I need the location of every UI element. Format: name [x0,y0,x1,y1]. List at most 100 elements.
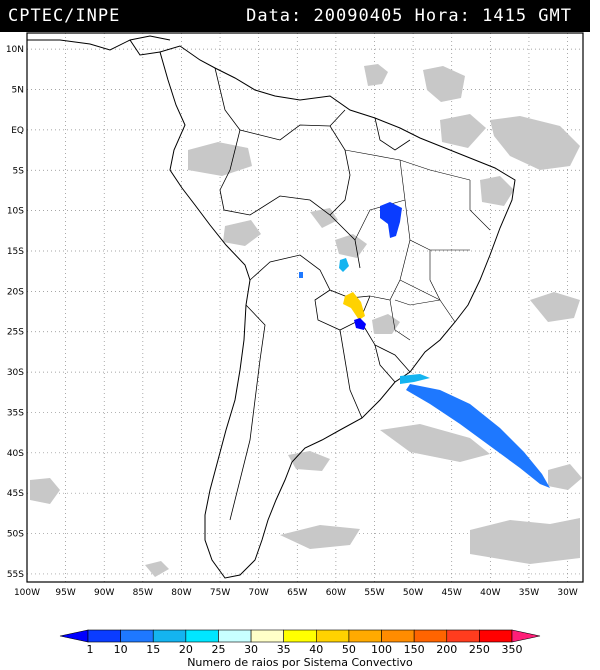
convective-system-atlantic-band [406,384,550,488]
colorbar-tick-label: 25 [211,643,225,656]
hora-label: Hora: [414,6,471,26]
longitude-label: 30W [557,588,577,598]
latitude-label: 45S [7,489,24,499]
colorbar-segment [250,629,284,643]
latitude-label: 5S [13,166,25,176]
longitude-label: 95W [55,588,75,598]
south-america-coastline [159,45,516,579]
longitude-label: 65W [287,588,307,598]
latitude-label: 40S [7,449,24,459]
latitude-label: 20S [7,287,24,297]
latitude-label: 5N [12,86,24,96]
cloud-patch [470,518,580,564]
latitude-label: 50S [7,530,24,540]
colorbar-arrow-right [511,629,541,643]
colorbar-arrow-left [59,629,89,643]
colorbar-segment [413,629,448,643]
cloud-patch [280,525,360,549]
convective-system-small-blue [354,318,366,330]
latitude-label: 55S [7,570,24,580]
convective-systems [299,202,550,488]
convective-system-bolivia [299,272,303,278]
colorbar-tick-label: 20 [179,643,193,656]
convective-system-small-cyan [339,258,349,272]
colorbar-segment [283,629,317,643]
cloud-patch [423,66,465,102]
date-time-info: Data: 20090405 Hora: 1415 GMT [246,6,572,26]
hora-value: 1415 GMT [482,6,572,26]
latitude-label: 15S [7,247,24,257]
cloud-patch [310,208,338,228]
cloud-patch [335,234,367,258]
convective-system-atlantic-cyan [400,374,430,384]
colorbar-tick-label: 350 [502,643,523,656]
cloud-patch [188,142,252,176]
colorbar-segment [316,629,350,643]
colorbar-tick-label: 150 [404,643,425,656]
longitude-label: 75W [210,588,230,598]
state-borders [344,149,491,341]
cloud-patch [530,292,580,322]
latitude-label: EQ [11,126,24,136]
colorbar-tick-label: 100 [371,643,392,656]
grid-lines [26,33,583,582]
cloud-patch [490,116,580,170]
latitude-label: 35S [7,408,24,418]
data-value: 20090405 [313,6,404,26]
colorbar-segment [479,629,513,643]
colorbar-tick-label: 15 [146,643,160,656]
cloud-patch [364,64,388,86]
colorbar-ticks: 1 10 15 20 25 30 35 40 50 100 150 200 250 350 [87,643,523,656]
longitude-label: 50W [403,588,423,598]
data-label: Data: [246,6,303,26]
latitude-label: 30S [7,368,24,378]
longitude-label: 85W [133,588,153,598]
longitude-labels: 100W 95W 90W 85W 80W 75W 70W 65W 60W 55W 50W 45W 40W… [14,588,578,598]
longitude-label: 90W [94,588,114,598]
map-background [27,33,583,582]
cloud-patch [223,220,261,246]
central-america-coastline [27,35,171,56]
cloud-patch [440,114,486,148]
colorbar-legend: 1 10 15 20 25 30 35 40 50 100 150 200 250 350 Numero … [59,629,541,669]
south-america-map: 10N5NEQ5S10S15S20S25S30S35S40S45S50S55S … [6,32,584,598]
colorbar-segment [87,629,121,643]
cloud-patch [30,478,60,504]
map-frame [26,32,584,583]
latitude-label: 25S [7,328,24,338]
colorbar-segment [381,629,415,643]
longitude-label: 55W [364,588,384,598]
colorbar-segment [348,629,382,643]
colorbar-title: Numero de raios por Sistema Convectivo [187,656,413,669]
longitude-label: 40W [480,588,500,598]
cloud-patch [480,176,514,206]
colorbar-segment [185,629,219,643]
cloud-patch [288,451,330,471]
longitude-label: 80W [171,588,191,598]
colorbar-segment [152,629,187,643]
convective-system-orange [343,292,365,320]
longitude-label: 100W [14,588,40,598]
cloud-patch [548,464,582,490]
colorbar-segment [446,629,480,643]
longitude-label: 45W [442,588,462,598]
latitude-label: 10N [6,45,24,55]
colorbar-tick-label: 50 [342,643,356,656]
colorbar-segment [120,629,154,643]
latitude-labels: 10N 5N EQ 5S 10S 15S 20S 25S 30S 35S 40S 45S 50S 55S [6,45,24,580]
longitude-label: 70W [248,588,268,598]
cloud-patch [380,424,490,462]
colorbar-segment [218,629,252,643]
convective-system-mato-grosso [380,202,402,238]
colorbar-tick-label: 1 [87,643,94,656]
longitude-label: 60W [326,588,346,598]
cloud-patches [30,64,582,577]
colorbar-tick-label: 30 [244,643,258,656]
latitude-label: 10S [7,207,24,217]
longitude-label: 35W [519,588,539,598]
colorbar-tick-label: 35 [277,643,291,656]
source-label: CPTEC/INPE [8,6,121,26]
colorbar-tick-label: 250 [469,643,490,656]
colorbar-tick-label: 200 [436,643,457,656]
cloud-patch [145,561,169,577]
